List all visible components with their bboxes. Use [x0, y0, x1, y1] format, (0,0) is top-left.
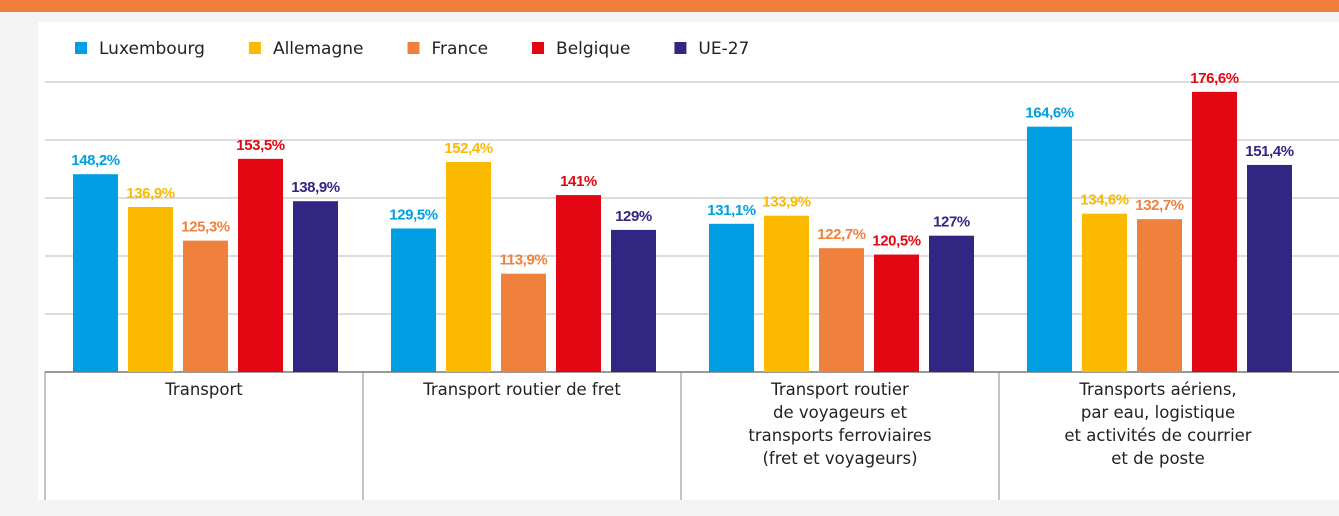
legend-label: Luxembourg — [99, 39, 205, 59]
top-band — [0, 0, 1339, 12]
bar — [819, 248, 864, 372]
bar — [1192, 91, 1237, 373]
bar — [446, 162, 491, 372]
x-tick-label: Transport routier de voyageurs et transp… — [748, 380, 932, 468]
bar — [1082, 213, 1127, 372]
value-label: 129% — [615, 208, 652, 225]
legend-swatch — [407, 42, 420, 54]
bar — [1247, 164, 1292, 372]
value-label: 136,9% — [126, 185, 175, 202]
bar — [293, 201, 338, 372]
bar — [501, 273, 546, 372]
value-label: 148,2% — [71, 152, 120, 169]
bar — [556, 195, 601, 372]
value-label: 127% — [933, 214, 970, 231]
legend-swatch — [674, 42, 687, 54]
value-label: 134,6% — [1080, 192, 1129, 209]
value-label: 132,7% — [1135, 197, 1184, 214]
legend-label: Allemagne — [273, 39, 364, 59]
value-label: 113,9% — [500, 252, 548, 269]
bar — [764, 215, 809, 372]
bar — [929, 235, 974, 372]
bar — [128, 206, 173, 372]
value-label: 133,9% — [762, 194, 811, 211]
legend-swatch — [532, 42, 545, 54]
value-label: 141% — [560, 173, 597, 190]
value-label: 131,1% — [707, 202, 756, 219]
value-label: 138,9% — [291, 179, 340, 196]
legend-swatch — [75, 42, 87, 54]
value-label: 125,3% — [181, 219, 230, 236]
legend-label: UE-27 — [698, 39, 749, 59]
x-tick-label: Transport — [165, 380, 243, 399]
value-label: 129,5% — [389, 206, 438, 223]
legend-label: France — [432, 39, 489, 59]
legend-label: Belgique — [556, 39, 630, 59]
bar — [709, 223, 754, 372]
value-label: 176,6% — [1190, 70, 1239, 87]
value-label: 122,7% — [817, 226, 866, 243]
bar — [391, 228, 436, 372]
x-tick-label: Transport routier de fret — [423, 380, 621, 399]
bar — [874, 254, 919, 372]
bar — [1027, 126, 1072, 372]
legend-swatch — [248, 42, 261, 54]
bar — [611, 229, 656, 372]
bar — [238, 158, 283, 372]
value-label: 152,4% — [444, 140, 493, 157]
value-label: 120,5% — [872, 233, 921, 250]
bar — [1137, 219, 1182, 372]
bar — [73, 174, 118, 372]
value-label: 153,5% — [236, 137, 285, 154]
bar — [183, 240, 228, 372]
x-tick-label: Transports aériens, par eau, logistique … — [1064, 380, 1252, 468]
value-label: 164,6% — [1025, 105, 1074, 122]
value-label: 151,4% — [1245, 143, 1294, 160]
